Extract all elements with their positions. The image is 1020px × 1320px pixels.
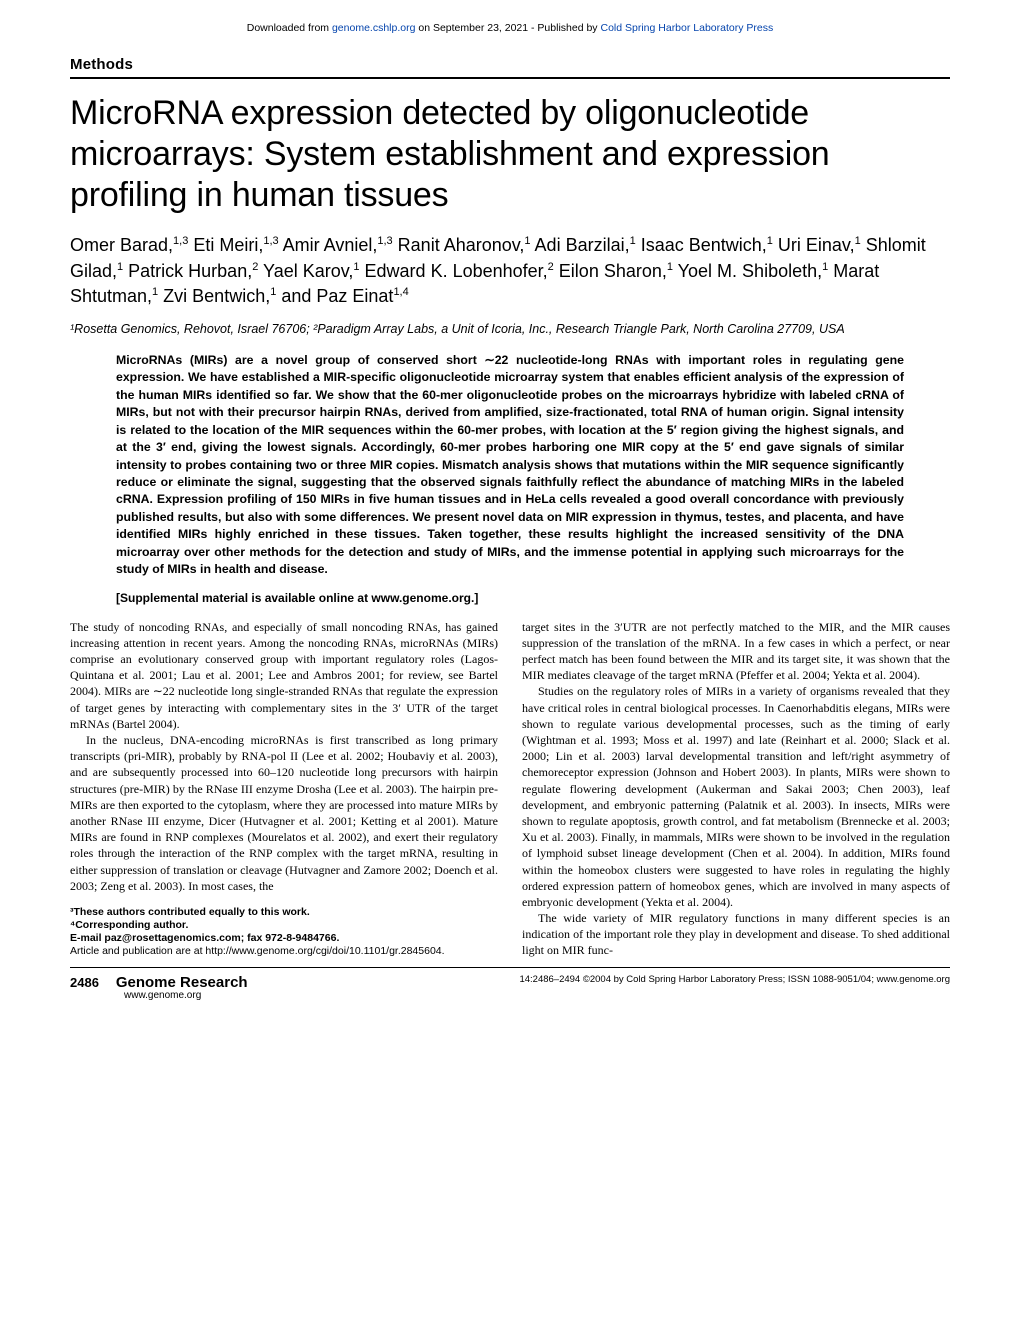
body-paragraph: Studies on the regulatory roles of MIRs … <box>522 683 950 910</box>
footnotes: ³These authors contributed equally to th… <box>70 906 498 959</box>
affiliations: ¹Rosetta Genomics, Rehovot, Israel 76706… <box>70 321 950 338</box>
download-banner: Downloaded from genome.cshlp.org on Sept… <box>70 22 950 34</box>
page-number: 2486 <box>70 975 99 990</box>
body-columns: The study of noncoding RNAs, and especia… <box>70 619 950 959</box>
journal-name: Genome Research <box>116 974 248 991</box>
journal-site: www.genome.org <box>124 990 248 1001</box>
right-column: target sites in the 3′UTR are not perfec… <box>522 619 950 959</box>
section-rule <box>70 77 950 79</box>
footer-left: 2486 Genome Research www.genome.org <box>70 974 248 1001</box>
footnote-line: E-mail paz@rosettagenomics.com; fax 972-… <box>70 932 498 945</box>
abstract: MicroRNAs (MIRs) are a novel group of co… <box>70 352 950 579</box>
footnote-line: ⁴Corresponding author. <box>70 919 498 932</box>
download-prefix: Downloaded from <box>247 22 332 34</box>
body-paragraph: The wide variety of MIR regulatory funct… <box>522 910 950 959</box>
footer-rule <box>70 967 950 968</box>
footnote-line: Article and publication are at http://ww… <box>70 945 498 958</box>
body-paragraph: The study of noncoding RNAs, and especia… <box>70 619 498 732</box>
body-paragraph: In the nucleus, DNA-encoding microRNAs i… <box>70 732 498 894</box>
body-paragraph: target sites in the 3′UTR are not perfec… <box>522 619 950 684</box>
article-title: MicroRNA expression detected by oligonuc… <box>70 93 950 215</box>
authors: Omer Barad,1,3 Eti Meiri,1,3 Amir Avniel… <box>70 233 950 309</box>
left-column: The study of noncoding RNAs, and especia… <box>70 619 498 959</box>
section-label: Methods <box>70 56 950 73</box>
footer-right: 14:2486–2494 ©2004 by Cold Spring Harbor… <box>519 974 950 985</box>
download-link-1[interactable]: genome.cshlp.org <box>332 22 415 34</box>
footnote-line: ³These authors contributed equally to th… <box>70 906 498 919</box>
supplemental-note: [Supplemental material is available onli… <box>70 591 950 605</box>
download-link-2[interactable]: Cold Spring Harbor Laboratory Press <box>600 22 773 34</box>
download-mid: on September 23, 2021 - Published by <box>415 22 600 34</box>
page-footer: 2486 Genome Research www.genome.org 14:2… <box>70 974 950 1001</box>
